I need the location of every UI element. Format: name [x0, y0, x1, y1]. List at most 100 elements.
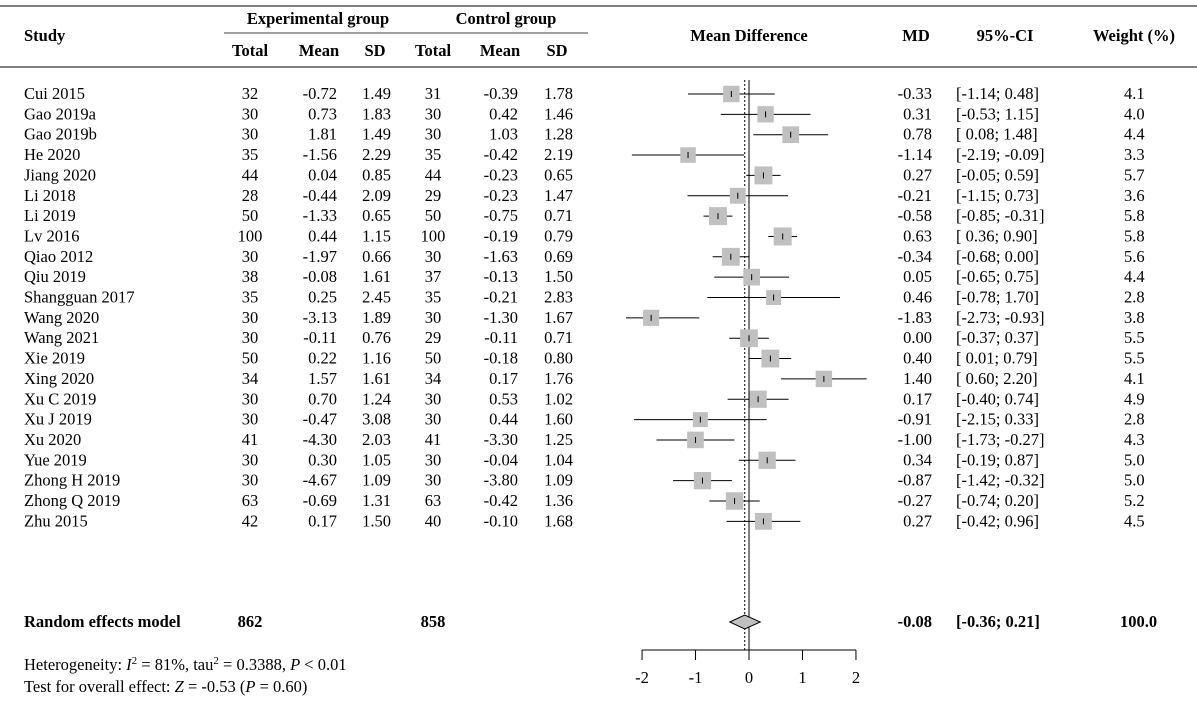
weight-cell: 2.8	[1124, 410, 1145, 429]
ci-cell: [-2.19; -0.09]	[956, 145, 1044, 164]
header-control-group: Control group	[456, 9, 557, 28]
ctrl-sd-cell: 0.71	[544, 206, 573, 225]
heterogeneity-part: 2	[132, 655, 138, 667]
weight-cell: 2.8	[1124, 288, 1145, 307]
weight-cell: 4.1	[1124, 369, 1145, 388]
exp-total-cell: 30	[242, 328, 259, 347]
ctrl-mean-cell: 0.42	[489, 104, 518, 123]
ci-cell: [-0.19; 0.87]	[956, 450, 1039, 469]
exp-total-cell: 30	[242, 247, 259, 266]
study-name: Lv 2016	[24, 226, 79, 245]
exp-sd-cell: 0.66	[362, 247, 391, 266]
exp-total-cell: 30	[242, 125, 259, 144]
weight-cell: 5.8	[1124, 226, 1145, 245]
ctrl-mean-cell: -0.11	[484, 328, 518, 347]
ctrl-sd-cell: 1.02	[544, 389, 573, 408]
exp-sd-cell: 0.76	[362, 328, 391, 347]
exp-mean-cell: 1.81	[308, 125, 337, 144]
ctrl-sd-cell: 2.19	[544, 145, 573, 164]
ctrl-sd-cell: 1.76	[544, 369, 573, 388]
ctrl-total-cell: 30	[425, 125, 442, 144]
exp-mean-cell: -0.44	[303, 186, 337, 205]
ci-cell: [-2.15; 0.33]	[956, 410, 1039, 429]
exp-sd-cell: 1.50	[362, 511, 391, 530]
study-name: Jiang 2020	[24, 165, 96, 184]
ctrl-total-cell: 63	[425, 491, 442, 510]
ctrl-mean-cell: -1.63	[484, 247, 518, 266]
weight-cell: 3.6	[1124, 186, 1145, 205]
ctrl-mean-cell: 1.03	[489, 125, 518, 144]
heterogeneity-part: Heterogeneity:	[24, 655, 126, 674]
weight-cell: 5.5	[1124, 349, 1145, 368]
x-axis-tick-label: 1	[798, 668, 806, 687]
header-md: MD	[902, 26, 930, 45]
study-name: Li 2018	[24, 186, 76, 205]
exp-total-cell: 38	[242, 267, 259, 286]
heterogeneity-part: = 0.3388,	[219, 655, 290, 674]
exp-mean-cell: 0.17	[308, 511, 337, 530]
exp-total-cell: 30	[242, 104, 259, 123]
ctrl-sd-cell: 1.28	[544, 125, 573, 144]
exp-mean-cell: -1.56	[303, 145, 337, 164]
header-ctrl-total: Total	[415, 41, 451, 60]
pooled-effect-diamond	[728, 614, 762, 630]
exp-mean-cell: 1.57	[308, 369, 337, 388]
overall-test-part: = 0.60)	[255, 677, 307, 696]
study-name: Xu 2020	[24, 430, 81, 449]
ci-cell: [-1.73; -0.27]	[956, 430, 1044, 449]
exp-total-cell: 63	[242, 491, 259, 510]
md-cell: 0.27	[903, 165, 932, 184]
study-name: Xing 2020	[24, 369, 94, 388]
exp-mean-cell: 0.44	[308, 226, 337, 245]
exp-mean-cell: 0.04	[308, 165, 337, 184]
header-ci: 95%-CI	[977, 26, 1034, 45]
md-cell: -0.34	[898, 247, 932, 266]
ctrl-mean-cell: -0.42	[484, 491, 518, 510]
ctrl-mean-cell: 0.53	[489, 389, 518, 408]
exp-total-cell: 30	[242, 389, 259, 408]
exp-total-cell: 30	[242, 308, 259, 327]
overall-test-part: Test for overall effect:	[24, 677, 175, 696]
exp-sd-cell: 2.45	[362, 288, 391, 307]
exp-total-cell: 30	[242, 450, 259, 469]
weight-cell: 4.4	[1124, 267, 1145, 286]
ctrl-mean-cell: 0.44	[489, 410, 518, 429]
weight-cell: 3.3	[1124, 145, 1145, 164]
exp-sd-cell: 0.85	[362, 165, 391, 184]
exp-mean-cell: -1.33	[303, 206, 337, 225]
md-cell: -0.87	[898, 471, 932, 490]
exp-mean-cell: -0.69	[303, 491, 337, 510]
study-name: Xu C 2019	[24, 389, 96, 408]
ctrl-sd-cell: 1.46	[544, 104, 573, 123]
ctrl-sd-cell: 0.69	[544, 247, 573, 266]
study-name: Wang 2021	[24, 328, 99, 347]
weight-cell: 3.8	[1124, 308, 1145, 327]
exp-mean-cell: 0.70	[308, 389, 337, 408]
exp-total-cell: 32	[242, 84, 259, 103]
md-cell: -0.27	[898, 491, 932, 510]
header-ctrl-mean: Mean	[480, 41, 520, 60]
exp-sd-cell: 1.09	[362, 471, 391, 490]
exp-sd-cell: 2.29	[362, 145, 391, 164]
exp-mean-cell: 0.22	[308, 349, 337, 368]
md-cell: -0.58	[898, 206, 932, 225]
overall-weight: 100.0	[1120, 612, 1157, 631]
weight-cell: 5.7	[1124, 165, 1145, 184]
weight-cell: 5.5	[1124, 328, 1145, 347]
overall-test-part: Z	[175, 677, 185, 696]
weight-cell: 4.3	[1124, 430, 1145, 449]
weight-cell: 5.2	[1124, 491, 1145, 510]
weight-cell: 4.0	[1124, 104, 1145, 123]
ctrl-mean-cell: -0.23	[484, 186, 518, 205]
ctrl-sd-cell: 2.83	[544, 288, 573, 307]
exp-sd-cell: 1.31	[362, 491, 391, 510]
ctrl-sd-cell: 1.60	[544, 410, 573, 429]
ctrl-total-cell: 30	[425, 450, 442, 469]
md-cell: 0.27	[903, 511, 932, 530]
ci-cell: [ 0.36; 0.90]	[956, 226, 1038, 245]
ctrl-mean-cell: -0.19	[484, 226, 518, 245]
md-cell: 1.40	[903, 369, 932, 388]
header-weight: Weight (%)	[1093, 26, 1175, 45]
